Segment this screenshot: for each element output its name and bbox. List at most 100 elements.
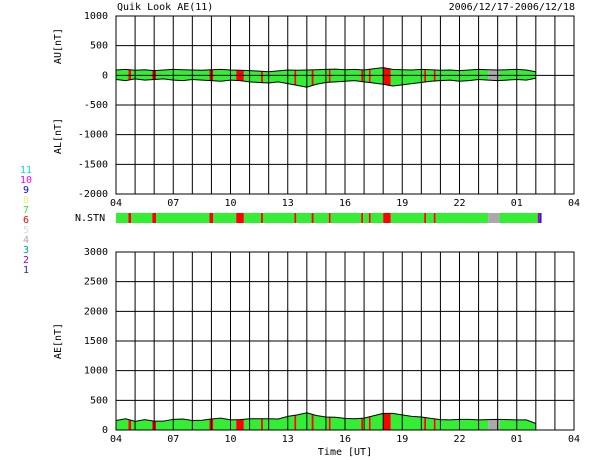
x-tick-label: 13 (282, 434, 294, 445)
station-legend: 4 (23, 235, 29, 246)
period: 2006/12/17-2006/12/18 (449, 2, 575, 13)
y-tick-label: 0 (102, 70, 108, 81)
station-legend: 5 (23, 225, 29, 236)
station-fill (330, 67, 362, 76)
x-axis-label: Time [UT] (318, 447, 372, 458)
y-tick-label: 1000 (84, 11, 108, 22)
y-tick-label: 2000 (84, 306, 108, 317)
station-fill (294, 412, 297, 430)
y-tick-label: 3000 (84, 247, 108, 258)
station-fill (128, 213, 132, 223)
y-tick-label: -2000 (78, 189, 108, 200)
station-fill (424, 412, 427, 430)
station-fill (435, 213, 489, 223)
y-tick-label: 1000 (84, 366, 108, 377)
station-legend: 7 (23, 205, 29, 216)
chart-title: Quik Look AE(11) (117, 2, 213, 13)
station-fill (363, 213, 369, 223)
station-fill (294, 67, 297, 76)
station-fill (156, 67, 210, 76)
station-fill (370, 213, 384, 223)
station-fill (236, 412, 244, 430)
x-tick-label: 13 (282, 198, 294, 209)
station-fill (383, 213, 391, 223)
strip-label: N.STN (75, 213, 105, 224)
station-fill (262, 213, 295, 223)
y-axis-label: AU[nT] (53, 28, 64, 64)
x-tick-label: 19 (396, 434, 408, 445)
station-fill (488, 67, 500, 76)
station-fill (368, 67, 371, 76)
station-fill (209, 213, 214, 223)
station-fill (296, 213, 312, 223)
station-fill (311, 75, 314, 88)
station-fill (370, 75, 384, 88)
station-fill (313, 67, 329, 76)
station-legend: 8 (23, 195, 29, 206)
x-tick-label: 16 (339, 434, 351, 445)
station-legend: 2 (23, 255, 29, 266)
station-fill (236, 213, 244, 223)
plot-frame (115, 15, 575, 195)
station-fill (363, 67, 369, 76)
x-tick-label: 04 (568, 434, 580, 445)
y-tick-label: -1000 (78, 130, 108, 141)
x-tick-label: 04 (110, 198, 122, 209)
station-fill (328, 412, 331, 430)
x-tick-label: 01 (511, 198, 523, 209)
x-tick-label: 01 (511, 434, 523, 445)
station-fill (368, 412, 371, 430)
y-tick-label: 0 (102, 425, 108, 436)
station-fill (361, 213, 364, 223)
station-fill (213, 67, 237, 76)
station-fill (296, 412, 312, 430)
station-fill (294, 213, 297, 223)
station-fill (383, 412, 391, 430)
x-tick-label: 16 (339, 198, 351, 209)
y-tick-label: 2500 (84, 277, 108, 288)
station-fill (294, 75, 297, 88)
station-fill (128, 67, 132, 76)
plot-frame (115, 251, 575, 431)
station-fill (390, 213, 425, 223)
y-tick-label: -1500 (78, 159, 108, 170)
station-legend: 9 (23, 185, 29, 196)
y-tick-label: 1500 (84, 336, 108, 347)
station-fill (296, 67, 312, 76)
station-fill (328, 67, 331, 76)
x-tick-label: 22 (453, 198, 465, 209)
station-fill (236, 67, 244, 76)
station-fill (243, 213, 262, 223)
x-tick-label: 07 (167, 434, 179, 445)
x-tick-label: 04 (110, 434, 122, 445)
x-tick-label: 19 (396, 198, 408, 209)
station-fill (311, 412, 314, 430)
y-axis-label: AE[nT] (53, 323, 64, 359)
station-fill (262, 75, 295, 88)
station-fill (488, 412, 500, 430)
station-fill (116, 67, 129, 76)
x-tick-label: 07 (167, 198, 179, 209)
station-fill (296, 75, 312, 88)
y-tick-label: 500 (90, 41, 108, 52)
station-fill (539, 213, 542, 223)
station-fill (243, 75, 262, 88)
station-fill (330, 213, 362, 223)
station-fill (313, 75, 329, 88)
station-fill (261, 412, 263, 430)
station-fill (424, 213, 427, 223)
y-axis-label: AL[nT] (53, 118, 64, 154)
station-fill (213, 213, 237, 223)
station-fill (390, 75, 425, 88)
station-fill (537, 213, 540, 223)
station-fill (361, 412, 364, 430)
station-fill (435, 67, 489, 76)
station-legend: 1 (23, 265, 29, 276)
station-legend: 3 (23, 245, 29, 256)
station-fill (368, 75, 371, 88)
station-fill (499, 67, 536, 76)
station-fill (328, 213, 331, 223)
station-legend: 10 (20, 175, 32, 186)
x-tick-label: 10 (224, 198, 236, 209)
station-fill (424, 67, 427, 76)
